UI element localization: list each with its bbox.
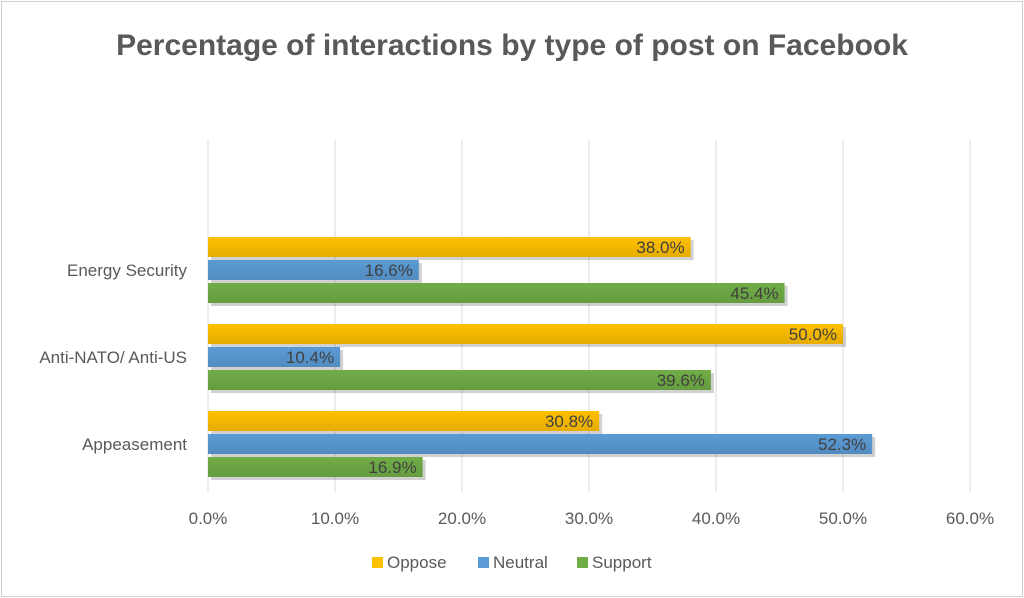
x-tick-label: 10.0%	[311, 509, 359, 528]
bar	[208, 347, 341, 367]
legend-label: Support	[592, 553, 652, 572]
x-tick-label: 30.0%	[565, 509, 613, 528]
chart-title: Percentage of interactions by type of po…	[116, 29, 908, 62]
legend-swatch	[577, 557, 588, 568]
data-label: 10.4%	[286, 348, 334, 367]
bar	[208, 237, 691, 257]
x-tick-label: 60.0%	[946, 509, 994, 528]
data-label: 45.4%	[730, 284, 778, 303]
data-label: 16.6%	[365, 261, 413, 280]
bar	[208, 260, 419, 280]
category-label: Energy Security	[67, 261, 187, 280]
bar	[208, 370, 711, 390]
legend-label: Oppose	[387, 553, 447, 572]
data-label: 52.3%	[818, 435, 866, 454]
data-label: 38.0%	[636, 238, 684, 257]
data-label: 30.8%	[545, 412, 593, 431]
bar	[208, 457, 423, 477]
bar	[208, 283, 785, 303]
bar	[208, 411, 600, 431]
category-label: Appeasement	[82, 435, 187, 454]
x-tick-label: 40.0%	[692, 509, 740, 528]
x-tick-label: 20.0%	[438, 509, 486, 528]
data-label: 50.0%	[789, 325, 837, 344]
data-label: 16.9%	[368, 458, 416, 477]
data-label: 39.6%	[657, 371, 705, 390]
legend-label: Neutral	[493, 553, 548, 572]
category-label: Anti-NATO/ Anti-US	[39, 348, 187, 367]
bar	[208, 434, 873, 454]
bar	[208, 324, 843, 344]
legend-swatch	[478, 557, 489, 568]
x-tick-label: 50.0%	[819, 509, 867, 528]
x-tick-label: 0.0%	[189, 509, 228, 528]
legend-swatch	[372, 557, 383, 568]
